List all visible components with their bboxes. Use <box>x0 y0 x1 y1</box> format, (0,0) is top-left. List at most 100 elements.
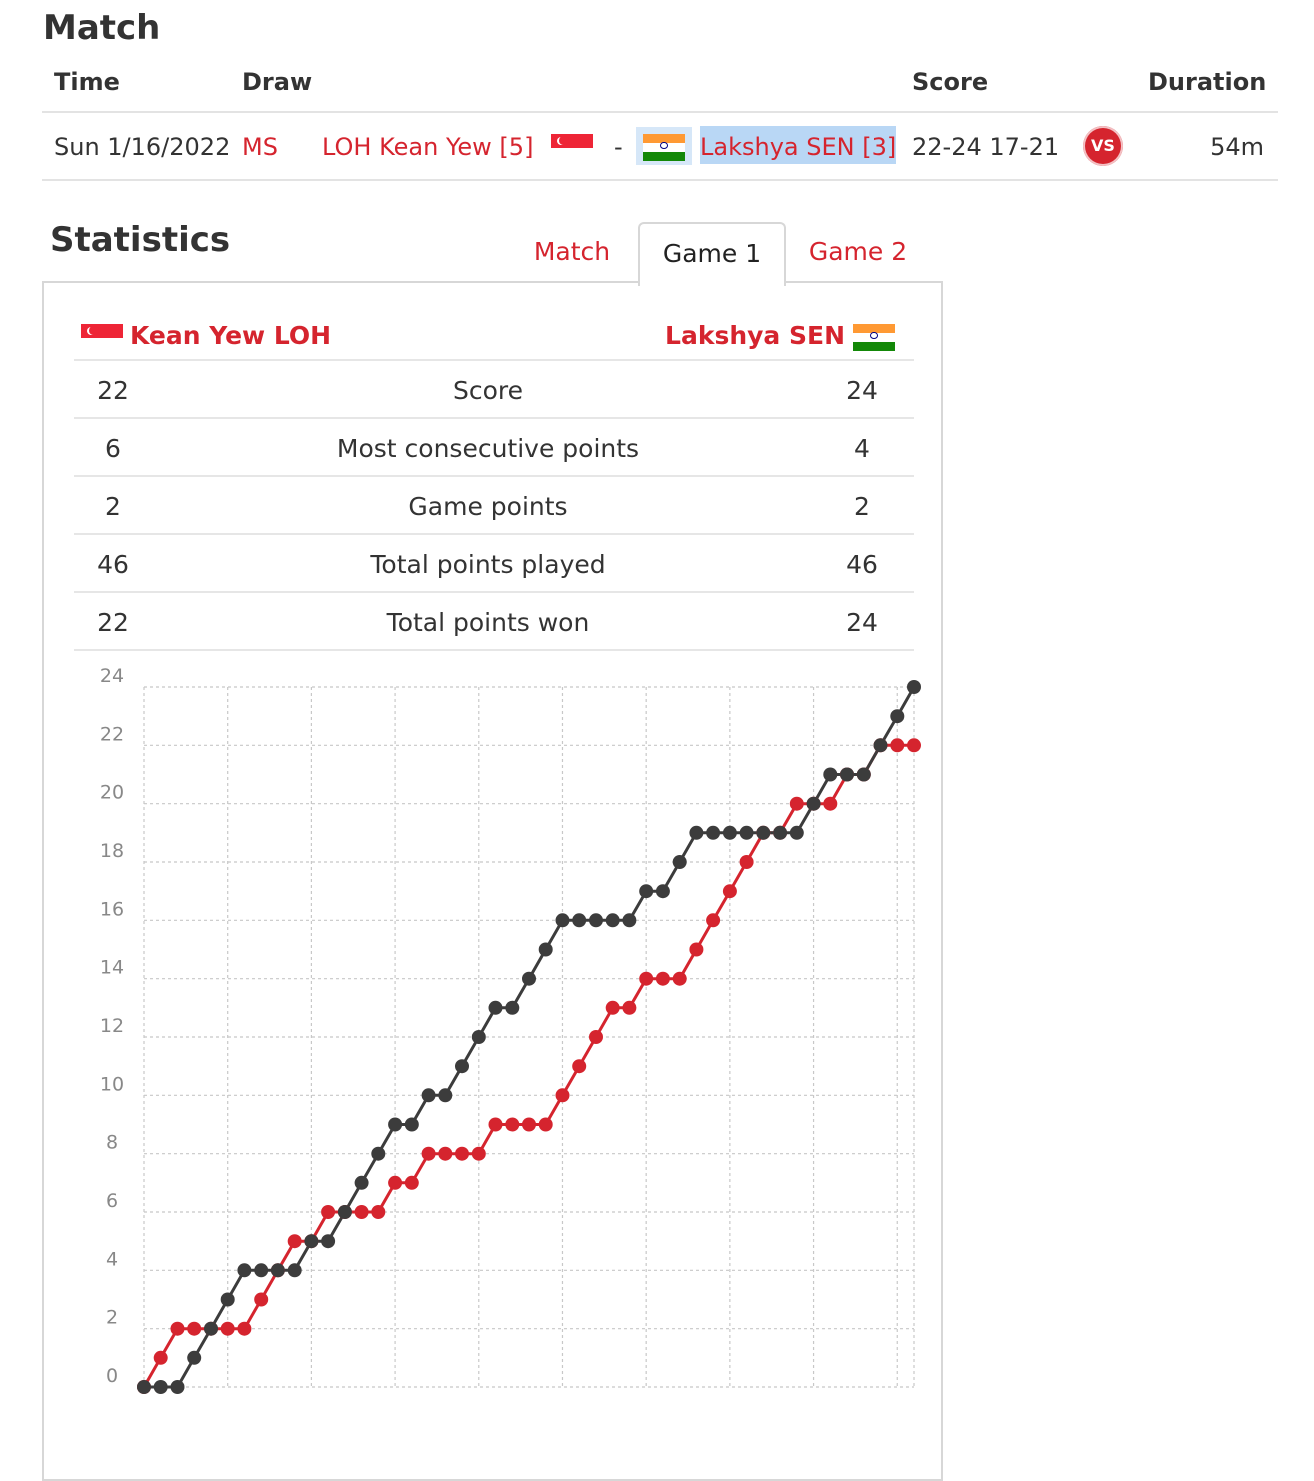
series-1-point <box>471 1030 486 1044</box>
series-1-point <box>823 767 838 782</box>
stats-divider <box>74 359 914 361</box>
series-1-point <box>187 1350 202 1365</box>
y-tick-label: 12 <box>100 1015 124 1037</box>
y-tick-label: 16 <box>100 898 124 920</box>
stat-left-value: 2 <box>105 492 121 521</box>
header-time: Time <box>54 68 120 96</box>
series-1-point <box>170 1380 185 1394</box>
stats-divider <box>74 417 914 419</box>
series-1-point <box>672 855 687 869</box>
series-0-point <box>589 1030 603 1044</box>
header-divider <box>42 111 1278 113</box>
tab-match[interactable]: Match <box>533 237 611 266</box>
series-1-point <box>287 1263 302 1278</box>
stats-divider <box>74 649 914 651</box>
series-0-point <box>170 1321 185 1336</box>
stats-divider <box>74 533 914 535</box>
stat-label: Game points <box>408 492 568 521</box>
series-0-point <box>287 1234 302 1249</box>
series-0-point <box>789 796 804 811</box>
series-0-point <box>622 1000 637 1015</box>
series-1-point <box>622 913 637 928</box>
series-0-point <box>672 971 687 986</box>
match-duration: 54m <box>1210 133 1264 161</box>
series-1-point <box>421 1088 436 1103</box>
series-0-point <box>354 1205 369 1219</box>
series-0-point <box>187 1321 202 1336</box>
vs-badge-icon[interactable]: VS <box>1083 126 1123 166</box>
series-0-point <box>220 1321 235 1336</box>
stat-right-value: 46 <box>846 550 878 579</box>
singapore-flag-icon <box>551 134 593 161</box>
player2-seed[interactable]: [3] <box>862 133 897 161</box>
player-right-name[interactable]: Lakshya SEN <box>665 321 845 350</box>
stat-left-value: 22 <box>97 376 129 405</box>
match-time: Sun 1/16/2022 <box>54 133 231 161</box>
series-1-point <box>756 825 771 840</box>
series-0-point <box>722 884 737 899</box>
tab-game-2[interactable]: Game 2 <box>808 237 908 266</box>
y-tick-label: 0 <box>106 1365 118 1387</box>
series-0-point <box>488 1117 503 1132</box>
header-score: Score <box>912 68 989 96</box>
series-1-point <box>237 1263 252 1278</box>
series-0-point <box>907 738 921 753</box>
y-tick-label: 18 <box>100 840 124 862</box>
series-0-point <box>371 1205 386 1219</box>
series-0-point <box>321 1205 336 1219</box>
series-0-point <box>522 1117 536 1132</box>
series-1-point <box>555 913 570 928</box>
series-1-point <box>907 680 921 694</box>
series-1-point <box>204 1321 218 1336</box>
series-1-point <box>873 738 888 753</box>
player2-link[interactable]: Lakshya SEN [3] <box>700 130 896 164</box>
selection-highlight <box>700 126 896 164</box>
header-duration: Duration <box>1148 68 1267 96</box>
series-1-point <box>354 1175 369 1190</box>
series-0-point <box>555 1088 570 1103</box>
series-1-point <box>589 913 603 928</box>
series-0-point <box>388 1175 403 1190</box>
series-0-point <box>404 1175 419 1190</box>
series-1-point <box>137 1380 151 1394</box>
series-0-point <box>538 1117 553 1132</box>
y-tick-label: 22 <box>100 723 124 745</box>
series-0-point <box>471 1146 486 1161</box>
series-1-point <box>455 1059 469 1074</box>
stat-left-value: 22 <box>97 608 129 637</box>
player-left-name[interactable]: Kean Yew LOH <box>130 321 332 350</box>
series-0-point <box>605 1000 620 1015</box>
y-tick-label: 14 <box>100 957 124 979</box>
series-1-point <box>220 1292 235 1307</box>
tab-game-1[interactable]: Game 1 <box>638 222 786 286</box>
series-1-point <box>840 767 854 782</box>
y-tick-label: 10 <box>100 1073 124 1095</box>
series-0-point <box>572 1059 587 1074</box>
y-tick-label: 4 <box>106 1248 118 1270</box>
series-1-point <box>337 1205 352 1219</box>
match-title: Match <box>43 8 161 48</box>
series-0-point <box>438 1146 453 1161</box>
india-flag-icon <box>643 134 685 161</box>
player2-name[interactable]: Lakshya SEN <box>700 133 855 161</box>
series-0-point <box>739 855 754 869</box>
series-1-point <box>522 971 536 986</box>
draw-link[interactable]: MS <box>242 133 278 161</box>
y-tick-label: 8 <box>106 1132 118 1154</box>
series-1-point <box>739 825 754 840</box>
india-flag-icon <box>853 324 895 351</box>
series-1-point <box>639 884 654 899</box>
series-1-point <box>572 913 587 928</box>
stat-label: Score <box>452 376 524 405</box>
stat-right-value: 2 <box>854 492 870 521</box>
match-score: 22-24 17-21 <box>912 133 1060 161</box>
y-tick-label: 20 <box>100 782 124 804</box>
series-1-point <box>505 1000 520 1015</box>
series-1-point <box>153 1380 168 1394</box>
player1-link[interactable]: LOH Kean Yew [5] <box>322 133 534 161</box>
series-0-point <box>254 1292 269 1307</box>
y-tick-label: 6 <box>106 1190 118 1212</box>
stat-label: Most consecutive points <box>336 434 640 463</box>
series-1-point <box>689 825 704 840</box>
series-1-point <box>254 1263 269 1278</box>
